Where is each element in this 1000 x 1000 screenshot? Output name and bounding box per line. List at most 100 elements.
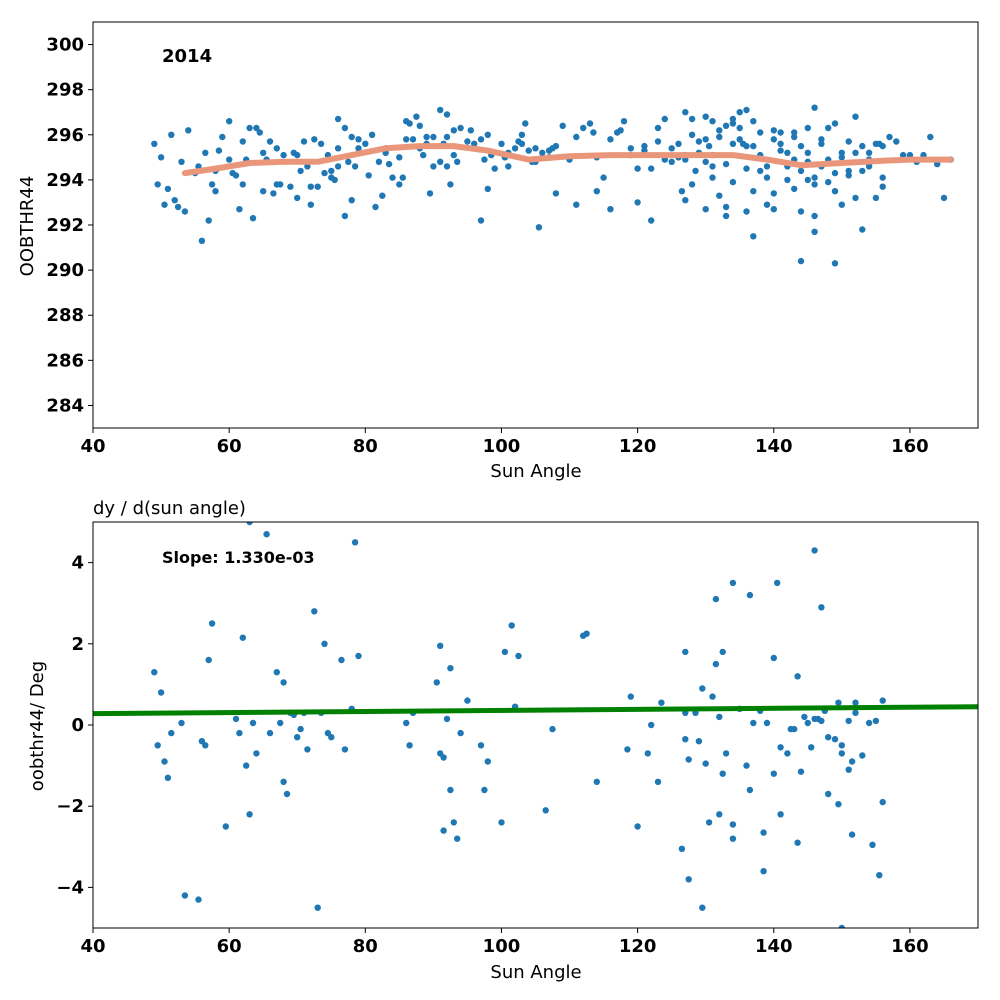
data-point: [157, 154, 165, 161]
data-point: [185, 127, 192, 134]
data-point: [624, 746, 631, 753]
data-point: [743, 165, 750, 172]
y-tick-label: 300: [46, 35, 84, 56]
data-point: [777, 129, 784, 136]
data-point: [719, 648, 726, 656]
data-point: [702, 136, 709, 143]
data-point: [161, 758, 168, 765]
data-point: [811, 181, 818, 188]
data-point: [750, 118, 757, 125]
data-point: [389, 174, 396, 181]
data-point: [661, 115, 668, 123]
x-tick-label: 60: [217, 436, 242, 457]
data-point: [763, 719, 771, 727]
data-point: [447, 665, 454, 672]
x-tick-label: 80: [353, 936, 378, 957]
data-point: [838, 750, 845, 757]
data-point: [484, 185, 491, 193]
data-point: [590, 129, 597, 136]
data-point: [542, 807, 549, 814]
data-point: [317, 140, 325, 147]
data-point: [774, 579, 781, 587]
data-point: [712, 660, 720, 668]
data-point: [838, 201, 845, 208]
data-point: [675, 140, 682, 147]
data-point: [511, 145, 519, 152]
data-point: [825, 124, 832, 132]
data-point: [297, 725, 304, 733]
data-point: [750, 142, 757, 150]
bottom-title: dy / d(sun angle): [93, 498, 246, 519]
data-point: [712, 595, 720, 603]
data-point: [825, 790, 832, 798]
data-point: [212, 188, 219, 195]
data-point: [777, 140, 784, 147]
data-point: [688, 131, 696, 138]
data-point: [729, 120, 737, 127]
data-point: [518, 140, 526, 147]
data-point: [334, 145, 342, 152]
data-point: [760, 868, 767, 875]
data-point: [498, 819, 505, 826]
top-axes-frame: [92, 21, 979, 429]
data-point: [729, 821, 737, 828]
data-point: [784, 149, 791, 156]
data-point: [539, 149, 546, 156]
data-point: [794, 673, 801, 680]
y-tick-label: 0: [71, 715, 84, 736]
data-point: [249, 215, 257, 222]
data-point: [777, 811, 784, 818]
data-point: [413, 113, 420, 120]
data-point: [399, 174, 406, 181]
data-point: [437, 642, 444, 649]
data-point: [879, 697, 886, 704]
data-point: [818, 604, 825, 611]
data-point: [825, 178, 832, 186]
data-point: [471, 140, 478, 147]
data-point: [168, 131, 175, 138]
data-point: [852, 699, 859, 706]
bottom-xlabel: Sun Angle: [490, 962, 581, 983]
data-point: [593, 188, 600, 195]
data-point: [246, 522, 253, 526]
data-point: [838, 149, 845, 156]
data-point: [164, 185, 172, 193]
data-point: [181, 208, 189, 215]
x-tick-label: 160: [891, 936, 929, 957]
data-point: [174, 203, 182, 211]
data-point: [219, 133, 226, 141]
data-point: [872, 194, 880, 202]
data-point: [351, 539, 359, 546]
data-point: [750, 233, 757, 240]
data-point: [825, 734, 832, 741]
data-point: [232, 715, 240, 723]
data-point: [270, 190, 277, 197]
data-point: [420, 151, 427, 159]
data-point: [593, 778, 600, 785]
y-tick-label: −4: [56, 877, 84, 898]
data-point: [246, 124, 253, 132]
data-point: [879, 174, 886, 181]
y-tick-label: −2: [56, 796, 84, 817]
data-point: [682, 736, 689, 743]
data-point: [808, 744, 815, 751]
data-point: [348, 197, 355, 204]
data-point: [668, 145, 675, 152]
data-point: [195, 896, 202, 903]
data-point: [627, 145, 634, 152]
top-points: [151, 104, 954, 267]
y-tick-label: 296: [46, 125, 84, 146]
data-point: [804, 149, 811, 156]
data-point: [940, 194, 948, 202]
data-point: [831, 169, 839, 177]
data-point: [294, 151, 301, 159]
data-point: [232, 172, 240, 179]
data-point: [239, 634, 246, 641]
data-point: [699, 904, 706, 911]
data-point: [266, 729, 274, 737]
data-point: [328, 734, 335, 741]
data-point: [777, 744, 784, 751]
data-point: [852, 709, 859, 716]
data-point: [375, 158, 383, 165]
data-point: [893, 138, 900, 145]
